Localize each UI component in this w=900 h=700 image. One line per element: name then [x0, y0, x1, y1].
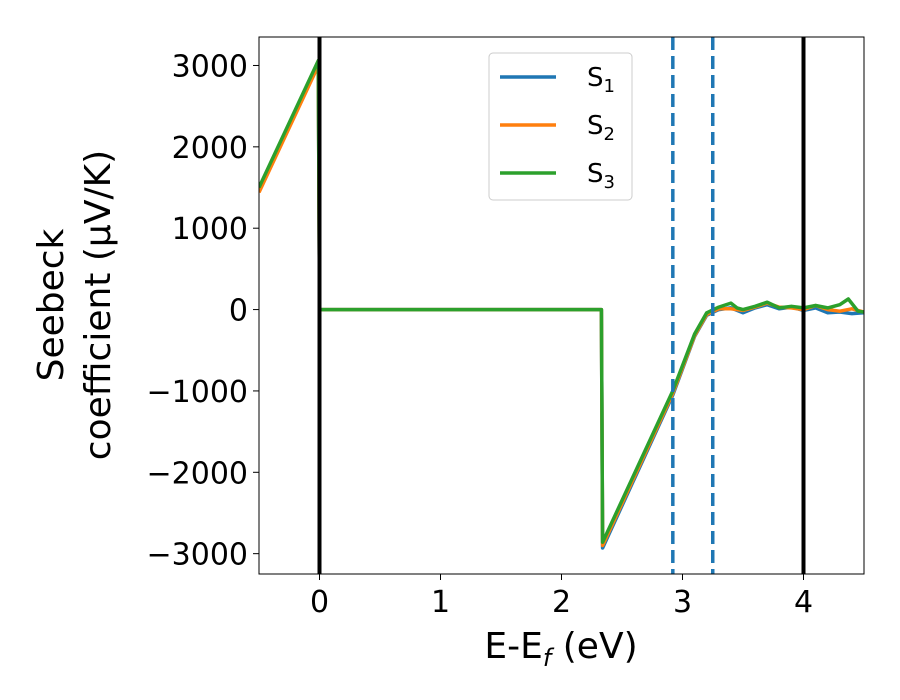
- x-tick-label: 3: [673, 585, 692, 620]
- y-axis-label-line1: Seebeck: [31, 228, 72, 381]
- series-layer: [259, 58, 864, 550]
- y-tick-label: −2000: [147, 456, 248, 491]
- ticks-layer: 0 1 2 3 4 3000 2000 1000 0 −1000 −2000 −3000: [147, 49, 814, 620]
- x-tick-label: 0: [310, 585, 329, 620]
- x-tick-label: 1: [431, 585, 450, 620]
- x-tick-label: 2: [552, 585, 571, 620]
- y-tick-label: 3000: [172, 49, 248, 84]
- y-tick-label: 0: [229, 294, 248, 329]
- reference-lines-layer: [317, 37, 806, 574]
- legend-frame: [488, 52, 633, 201]
- legend-label-s3: S3: [587, 159, 615, 193]
- x-axis-label: E-Ef (eV): [484, 626, 637, 672]
- series-line-s3: [259, 58, 864, 545]
- y-tick-label: −1000: [147, 375, 248, 410]
- legend-label-s2: S2: [587, 111, 615, 145]
- y-tick-label: −3000: [147, 538, 248, 573]
- x-tick-label: 4: [794, 585, 813, 620]
- y-tick-label: 2000: [172, 131, 248, 166]
- legend: S1 S2 S3: [488, 52, 633, 201]
- y-tick-label: 1000: [172, 212, 248, 247]
- x-axis-label-main: E-E: [484, 626, 542, 667]
- x-axis-label-unit: (eV): [551, 626, 637, 667]
- y-axis-label-line2: coefficient (μV/K): [78, 150, 119, 460]
- y-axis-label: Seebeck coefficient (μV/K): [31, 150, 119, 460]
- legend-label-s1: S1: [587, 63, 615, 97]
